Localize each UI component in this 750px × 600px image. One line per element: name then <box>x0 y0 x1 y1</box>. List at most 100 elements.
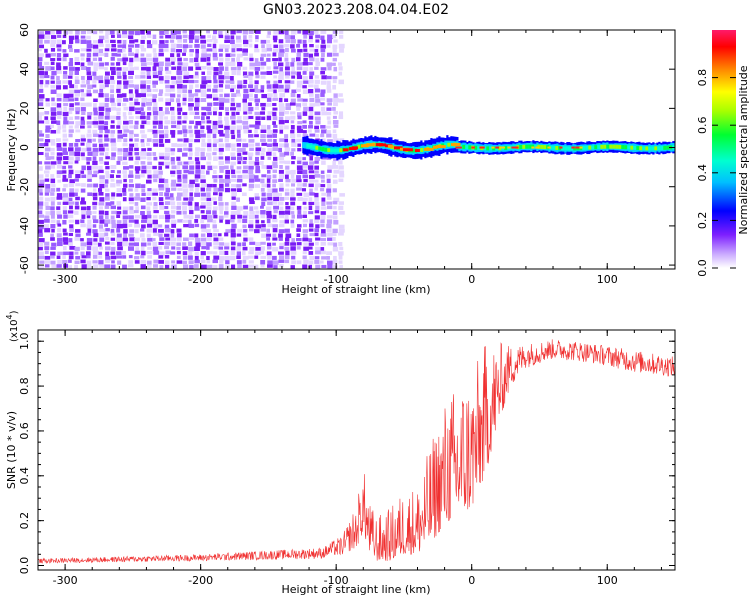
spectrogram-noise-cell <box>327 237 333 241</box>
spectrogram-noise-cell <box>333 205 337 210</box>
spectrogram-noise-cell <box>320 133 325 138</box>
spectrogram-noise-cell <box>291 156 296 160</box>
spectrogram-noise-cell <box>74 70 79 75</box>
spectrogram-noise-cell <box>86 43 93 49</box>
spectrogram-noise-cell <box>201 138 206 143</box>
spectrogram-noise-cell <box>153 102 158 107</box>
spectrogram-noise-cell <box>266 70 273 75</box>
spectrogram-noise-cell <box>134 214 141 219</box>
spectrogram-noise-cell <box>44 147 51 152</box>
spectrogram-noise-cell <box>308 260 314 265</box>
spectrogram-noise-cell <box>321 129 327 134</box>
spectrogram-noise-cell <box>338 178 344 183</box>
spectrogram-noise-cell <box>267 156 272 160</box>
spectrogram-noise-cell <box>80 53 85 57</box>
spectrogram-noise-cell <box>153 210 159 214</box>
spectrogram-noise-cell <box>116 125 121 129</box>
spectrogram-noise-cell <box>206 120 212 124</box>
spectrogram-noise-cell <box>200 93 207 98</box>
spectrogram-noise-cell <box>68 147 74 152</box>
spectrogram-noise-cell <box>63 214 68 219</box>
spectrogram-noise-cell <box>242 125 249 130</box>
spectrogram-noise-cell <box>236 184 242 188</box>
spectrogram-noise-cell <box>80 188 86 193</box>
spectrogram-noise-cell <box>291 57 296 63</box>
spectrogram-noise-cell <box>164 210 170 215</box>
spectrogram-noise-cell <box>237 66 241 71</box>
spectrogram-noise-cell <box>236 53 243 58</box>
spectrogram-noise-cell <box>63 251 70 256</box>
spectrogram-y-label: Frequency (Hz) <box>5 109 18 192</box>
spectrogram-noise-cell <box>320 57 325 62</box>
spectrogram-noise-cell <box>50 196 56 202</box>
spectrogram-noise-cell <box>230 97 235 102</box>
spectrogram-noise-cell <box>98 35 105 40</box>
spectrogram-noise-cell <box>303 67 309 72</box>
spectrogram-noise-cell <box>261 165 267 169</box>
spectrogram-noise-cell <box>123 84 128 89</box>
spectrogram-noise-cell <box>279 160 286 164</box>
spectrogram-noise-cell <box>272 152 277 157</box>
spectrogram-noise-cell <box>105 251 110 257</box>
spectrogram-noise-cell <box>332 133 338 139</box>
spectrogram-noise-cell <box>266 97 272 102</box>
spectrogram-noise-cell <box>218 80 224 84</box>
spectrogram-noise-cell <box>218 202 224 206</box>
spectrogram-noise-cell <box>171 133 176 138</box>
spectrogram-noise-cell <box>338 251 344 256</box>
spectrogram-noise-cell <box>339 193 345 197</box>
spectrogram-noise-cell <box>75 111 80 115</box>
spectrogram-band-cell <box>462 144 466 149</box>
spectrogram-noise-cell <box>255 169 261 174</box>
spectrogram-noise-cell <box>56 120 61 126</box>
spectrogram-noise-cell <box>110 237 116 241</box>
spectrogram-noise-cell <box>50 142 56 146</box>
spectrogram-noise-cell <box>122 210 128 215</box>
spectrogram-noise-cell <box>297 156 302 161</box>
spectrogram-noise-cell <box>272 242 276 246</box>
spectrogram-noise-cell <box>206 116 210 120</box>
spectrogram-band-cell <box>357 144 361 149</box>
spectrogram-noise-cell <box>92 89 99 94</box>
spectrogram-noise-cell <box>309 48 315 52</box>
spectrogram-noise-cell <box>117 138 122 143</box>
spectrogram-noise-cell <box>320 174 325 179</box>
spectrogram-noise-cell <box>230 84 237 89</box>
spectrogram-noise-cell <box>303 242 308 246</box>
spectrogram-noise-cell <box>134 102 140 106</box>
spectrogram-noise-cell <box>182 125 187 130</box>
spectrogram-noise-cell <box>308 120 313 125</box>
spectrogram-noise-cell <box>80 66 87 70</box>
spectrogram-noise-cell <box>327 34 333 40</box>
spectrogram-noise-cell <box>182 34 188 39</box>
spectrogram-noise-cell <box>249 88 255 93</box>
spectrogram-noise-cell <box>92 201 98 206</box>
spectrogram-noise-cell <box>332 52 339 57</box>
spectrogram-noise-cell <box>296 192 303 196</box>
spectrogram-noise-cell <box>110 156 116 161</box>
spectrogram-noise-cell <box>272 35 278 40</box>
spectrogram-noise-cell <box>141 165 147 170</box>
spectrogram-noise-cell <box>224 250 229 255</box>
spectrogram-noise-cell <box>200 116 205 121</box>
spectrogram-noise-cell <box>45 30 51 35</box>
spectrogram-noise-cell <box>314 30 319 35</box>
spectrogram-noise-cell <box>212 175 218 179</box>
spectrogram-noise-cell <box>320 48 326 53</box>
spectrogram-noise-cell <box>219 102 225 107</box>
spectrogram-noise-cell <box>140 197 146 202</box>
spectrogram-noise-cell <box>164 152 170 158</box>
spectrogram-band-cell <box>543 145 547 150</box>
spectrogram-noise-cell <box>134 57 140 62</box>
spectrogram-noise-cell <box>57 111 62 116</box>
spectrogram-noise-cell <box>236 39 242 43</box>
spectrogram-noise-cell <box>284 246 290 251</box>
spectrogram-noise-cell <box>182 264 189 269</box>
spectrogram-noise-cell <box>338 165 344 170</box>
spectrogram-noise-cell <box>194 259 200 264</box>
spectrogram-noise-cell <box>255 156 259 162</box>
spectrogram-noise-cell <box>147 260 152 266</box>
spectrogram-noise-cell <box>267 188 273 193</box>
spectrogram-noise-cell <box>338 241 343 247</box>
spectrogram-noise-cell <box>201 71 206 75</box>
